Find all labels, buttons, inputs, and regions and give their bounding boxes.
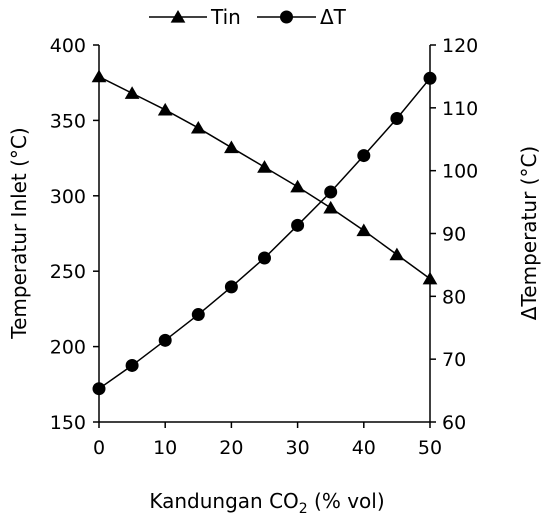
x-axis-title-tail: (% vol)	[308, 489, 385, 513]
point-tin	[389, 247, 405, 261]
point-tin	[323, 200, 339, 214]
x-tick-label: 10	[153, 437, 177, 459]
legend-marker-delta-t	[280, 10, 293, 24]
point-delta-t	[390, 112, 404, 126]
point-delta-t	[125, 358, 139, 372]
y-left-tick-label: 400	[50, 35, 86, 57]
series-line-tin	[98, 75, 431, 280]
point-delta-t	[357, 149, 371, 163]
x-axis-title: Kandungan CO2 (% vol)	[149, 489, 384, 517]
point-tin	[224, 140, 239, 154]
x-tick-label: 40	[352, 437, 376, 459]
point-tin	[290, 179, 305, 193]
point-tin	[356, 223, 372, 237]
legend-label-tin: Tin	[210, 5, 241, 29]
x-tick-label: 0	[93, 437, 105, 459]
y-right-tick-label: 90	[442, 224, 466, 246]
y-axis-right-title: ΔTemperatur (°C)	[517, 146, 541, 320]
y-left-tick-label: 150	[50, 412, 86, 434]
y-left-tick-label: 200	[50, 337, 86, 359]
x-tick-label: 50	[418, 437, 442, 459]
x-axis-title-main: Kandungan CO	[149, 489, 298, 513]
point-delta-t	[191, 308, 205, 322]
point-delta-t	[258, 251, 271, 265]
point-delta-t	[224, 280, 238, 294]
x-tick-label: 30	[286, 437, 310, 459]
point-tin	[124, 86, 140, 99]
y-axis-left-title: Temperatur Inlet (°C)	[7, 127, 31, 339]
legend-label-delta-t: ΔT	[320, 5, 347, 29]
series-line-delta-t	[98, 77, 431, 390]
axes-layer: 150 200 250 300 350 400 60 70 80 90 100 110 120 0 10 20…	[50, 35, 479, 459]
series-layer	[91, 69, 438, 396]
y-left-tick-label: 300	[50, 186, 86, 208]
legend: Tin ΔT	[149, 5, 347, 29]
point-tin	[157, 102, 173, 116]
legend-marker-tin	[170, 10, 186, 23]
y-left-tick-label: 350	[50, 110, 86, 132]
point-tin	[257, 160, 272, 173]
y-right-tick-label: 120	[442, 35, 478, 57]
x-axis-title-subscript: 2	[299, 501, 308, 517]
y-right-tick-label: 110	[442, 98, 478, 120]
point-tin	[190, 120, 206, 134]
point-delta-t	[324, 185, 338, 199]
y-right-tick-label: 80	[442, 286, 466, 308]
point-delta-t	[158, 333, 172, 347]
y-right-tick-label: 100	[442, 161, 478, 183]
point-delta-t	[291, 218, 305, 232]
x-tick-label: 20	[219, 437, 243, 459]
y-left-tick-label: 250	[50, 261, 86, 283]
y-right-tick-label: 60	[442, 412, 466, 434]
y-right-tick-label: 70	[442, 349, 466, 371]
